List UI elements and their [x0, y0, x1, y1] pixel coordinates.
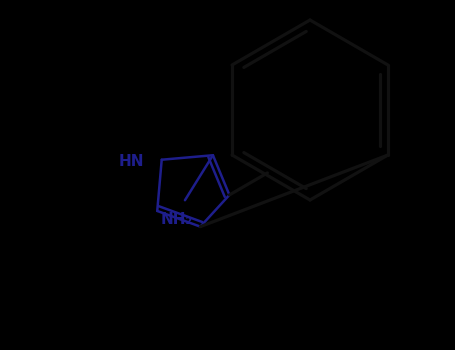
Text: NH₂: NH₂: [161, 212, 193, 227]
Text: HN: HN: [118, 154, 144, 169]
